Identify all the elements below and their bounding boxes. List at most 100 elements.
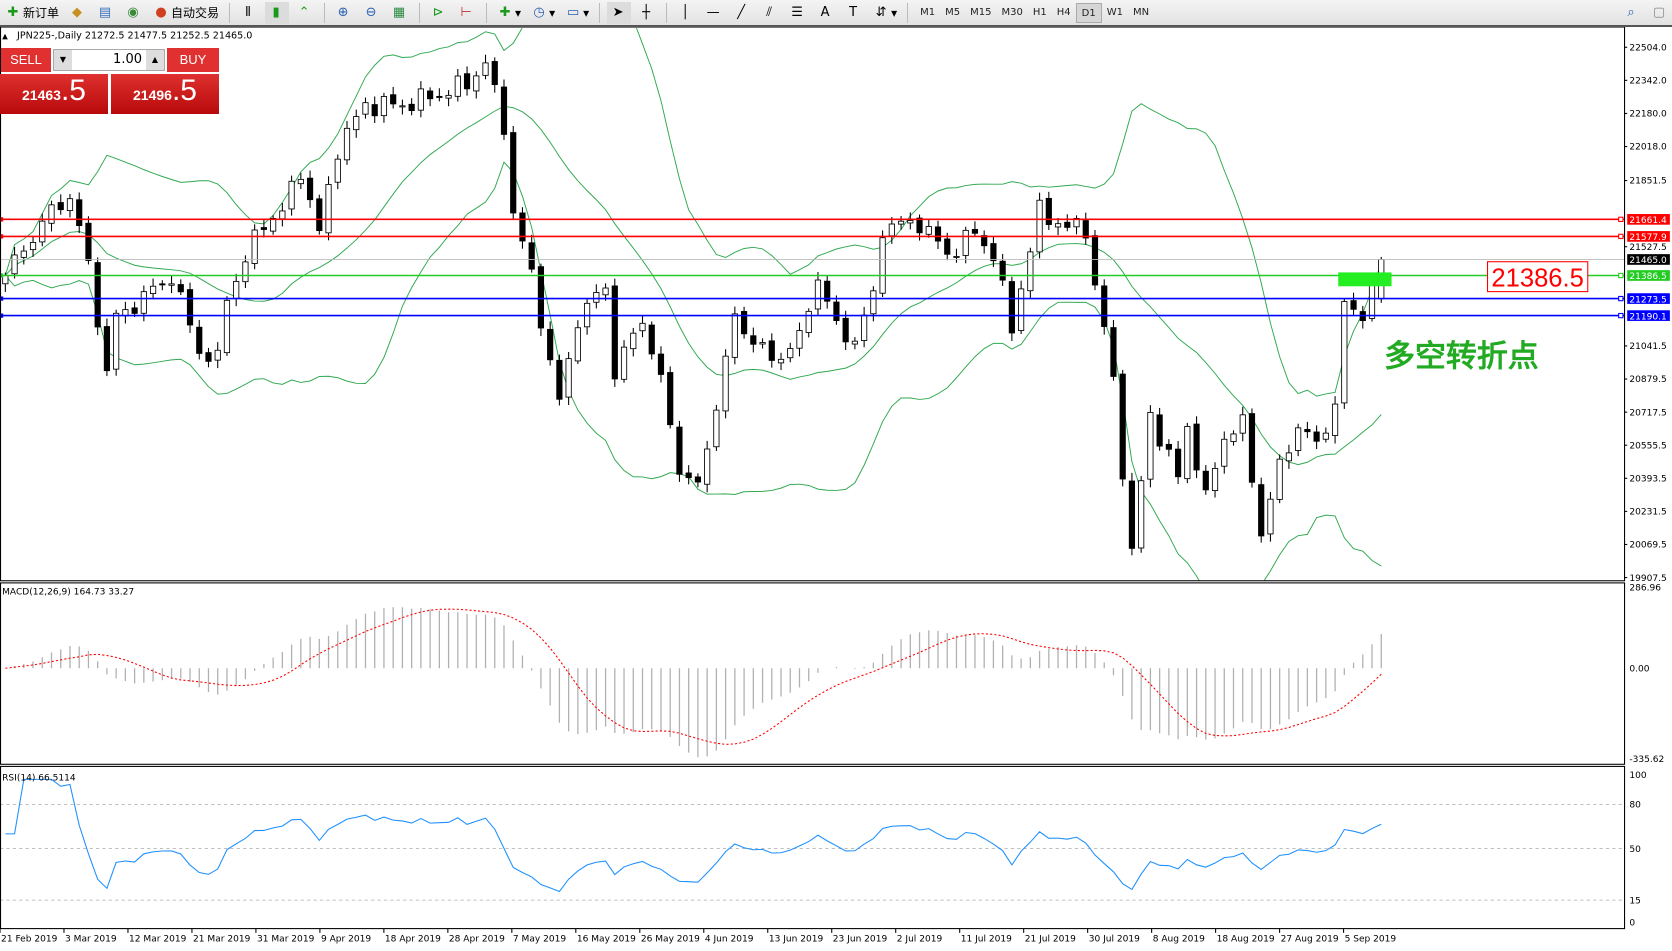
chart-area[interactable]: 21661.4 21577.9 21386.5 21273.5 21190.1 286.…	[0, 27, 1672, 951]
equidistant-channel-button[interactable]: ⫽	[758, 2, 782, 24]
line-chart-button[interactable]: ⌃	[293, 2, 317, 24]
bar-chart-button[interactable]: ⫴	[237, 2, 261, 24]
level-handle	[1618, 216, 1624, 223]
signals-icon: ◉	[127, 4, 139, 20]
buy-button[interactable]: BUY	[167, 48, 219, 72]
rsi-line	[5, 778, 1382, 893]
bearish-candle	[611, 285, 618, 380]
periods-button[interactable]: ◷ ▾	[528, 2, 558, 24]
indicators-button[interactable]: ✚ ▾	[494, 2, 524, 24]
buy-price[interactable]: 21496.5	[111, 74, 219, 114]
sell-button[interactable]: SELL	[1, 48, 51, 72]
date-label: 3 Mar 2019	[65, 934, 117, 944]
timeframe-h4[interactable]: H4	[1056, 6, 1071, 18]
trendline-button[interactable]: ╱	[730, 2, 754, 24]
bullish-candle	[454, 75, 461, 97]
bullish-candle	[140, 291, 147, 314]
candlestick-icon: ▮	[272, 4, 280, 20]
timeframe-m5[interactable]: M5	[945, 6, 961, 18]
bearish-candle	[1101, 285, 1108, 327]
lot-value[interactable]: 1.00	[113, 52, 142, 67]
vertical-line-button[interactable]: │	[674, 2, 698, 24]
text-label-icon: T	[849, 4, 858, 20]
price-axis-label: 21851.5	[1629, 177, 1666, 187]
date-label: 21 Feb 2019	[1, 934, 58, 944]
navigator-button[interactable]: ▤	[94, 2, 118, 24]
timeframe-m15[interactable]: M15	[970, 6, 992, 18]
bullish-candle	[1027, 251, 1034, 292]
signals-button[interactable]: ◉	[122, 2, 146, 24]
bullish-candle	[1230, 433, 1237, 442]
timeframe-m1[interactable]: M1	[920, 6, 936, 18]
bullish-candle	[1184, 426, 1191, 480]
date-label: 2 Jul 2019	[897, 934, 943, 944]
text-icon: A	[820, 4, 830, 20]
macd-axis-label: -335.62	[1629, 755, 1664, 765]
timeframe-m30[interactable]: M30	[1001, 6, 1023, 18]
bearish-candle	[94, 262, 101, 328]
rsi-label: RSI(14) 66.5114	[2, 773, 76, 783]
bullish-candle	[223, 299, 231, 354]
bullish-candle	[1368, 283, 1376, 319]
divider	[486, 2, 488, 23]
auto-trading-button[interactable]: ● 自动交易	[150, 2, 222, 24]
text-label-button[interactable]: T	[842, 2, 866, 24]
zoom-in-button[interactable]: ⊕	[332, 2, 356, 24]
sell-price[interactable]: 21463.5	[0, 74, 108, 114]
lot-increase-button[interactable]: ▲	[146, 50, 164, 70]
date-label: 12 Mar 2019	[129, 934, 187, 944]
bearish-candle	[999, 260, 1006, 281]
timeframe-h1[interactable]: H1	[1032, 6, 1047, 18]
bullish-candle	[787, 348, 794, 359]
bullish-candle	[870, 290, 877, 315]
horizontal-line-button[interactable]: —	[702, 2, 726, 24]
toolbar: ✚ 新订单 ◆ ▤ ◉ ● 自动交易 ⫴ ▮ ⌃ ⊕ ⊖ ▦ ⊳ ⊢ ✚ ▾ ◷ ▾ ▭…	[0, 0, 1672, 27]
autoscroll-button[interactable]: ⊳	[427, 2, 451, 24]
fibonacci-button[interactable]: ☰	[786, 2, 810, 24]
text-button[interactable]: A	[814, 2, 838, 24]
timeframe-d1[interactable]: D1	[1075, 2, 1102, 23]
zoom-out-button[interactable]: ⊖	[360, 2, 384, 24]
bullish-candle	[20, 250, 27, 258]
crosshair-button[interactable]: ┼	[635, 2, 659, 24]
search-button[interactable]: ⌕	[1620, 2, 1644, 24]
date-label: 21 Jul 2019	[1025, 934, 1076, 944]
bearish-candle	[1193, 423, 1200, 471]
date-label: 16 May 2019	[577, 934, 636, 944]
bullish-candle	[639, 322, 646, 332]
collapse-arrow-icon[interactable]: ▲	[2, 32, 8, 41]
new-order-button[interactable]: ✚ 新订单	[2, 2, 62, 24]
templates-button[interactable]: ▭ ▾	[566, 4, 590, 20]
lot-size-field[interactable]: ▼ 1.00 ▲	[53, 49, 165, 71]
candlestick-button[interactable]: ▮	[265, 1, 290, 24]
bearish-candle	[1110, 327, 1117, 377]
tile-windows-button[interactable]: ▦	[388, 2, 412, 24]
lot-decrease-button[interactable]: ▼	[54, 50, 72, 70]
symbol-info: JPN225-,Daily 21272.5 21477.5 21252.5 21…	[16, 31, 252, 42]
bullish-candle	[620, 346, 628, 380]
price-annotation: 21386.5	[1491, 264, 1583, 292]
chart-shift-button[interactable]: ⊢	[455, 2, 479, 24]
timeframe-w1[interactable]: W1	[1106, 6, 1123, 18]
bearish-candle	[427, 90, 434, 100]
bollinger-upper	[4, 28, 1382, 397]
timeframe-mn[interactable]: MN	[1132, 6, 1150, 18]
arrows-button[interactable]: ⇵ ▾	[870, 2, 900, 24]
bullish-candle	[353, 116, 360, 131]
bullish-candle	[251, 229, 258, 264]
date-label: 5 Sep 2019	[1345, 934, 1397, 944]
chat-button[interactable]: ▢	[1648, 2, 1672, 24]
bar-chart-icon: ⫴	[245, 4, 251, 20]
level-handle	[0, 273, 4, 278]
divider	[324, 2, 326, 23]
date-label: 30 Jul 2019	[1089, 934, 1140, 944]
bullish-candle	[48, 204, 55, 224]
cursor-button[interactable]: ➤	[607, 1, 632, 24]
bearish-candle	[1091, 235, 1099, 286]
bearish-candle	[740, 311, 748, 335]
market-watch-button[interactable]: ◆	[66, 2, 90, 24]
horizontal-levels[interactable]: 21661.4 21577.9 21386.5 21273.5 21190.1	[0, 214, 1670, 322]
bearish-candle	[1156, 414, 1163, 447]
bearish-candle	[1045, 197, 1052, 225]
price-axis-label: 20069.5	[1629, 541, 1666, 551]
